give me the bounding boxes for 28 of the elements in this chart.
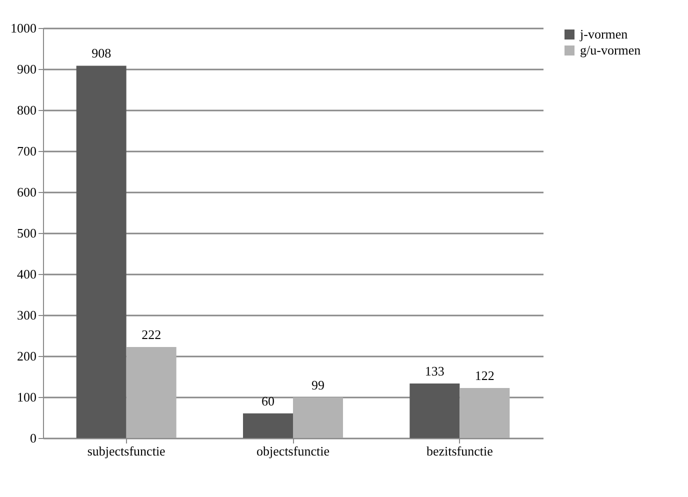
y-tick-label: 500 <box>17 226 36 240</box>
legend-label: g/u-vormen <box>580 42 642 58</box>
y-tick-label: 200 <box>17 348 36 364</box>
bar <box>293 397 343 438</box>
bar <box>76 66 126 438</box>
y-tick-label: 0 <box>30 430 36 446</box>
y-tick-label: 800 <box>17 102 36 118</box>
bar <box>410 383 460 438</box>
data-label: 133 <box>424 363 444 378</box>
y-tick-label: 300 <box>17 308 36 322</box>
y-tick-label: 600 <box>17 184 36 200</box>
x-tick-label: bezitsfunctie <box>426 444 494 458</box>
y-tick-label: 400 <box>17 266 36 282</box>
x-tick-label: subjectsfunctie <box>87 444 166 458</box>
bar <box>460 388 510 438</box>
data-label: 222 <box>142 326 162 342</box>
x-tick-label: objectsfunctie <box>256 444 330 458</box>
y-tick-label: 1000 <box>10 20 36 36</box>
y-tick-label: 700 <box>17 144 36 158</box>
data-label: 60 <box>262 393 274 408</box>
bar <box>126 346 176 438</box>
y-tick-label: 100 <box>17 390 36 404</box>
bar <box>243 413 293 438</box>
y-tick-label: 900 <box>17 62 36 76</box>
legend-label: j-vormen <box>579 26 628 42</box>
data-label: 99 <box>312 377 324 392</box>
data-label: 122 <box>474 368 494 383</box>
data-label: 908 <box>92 46 112 61</box>
